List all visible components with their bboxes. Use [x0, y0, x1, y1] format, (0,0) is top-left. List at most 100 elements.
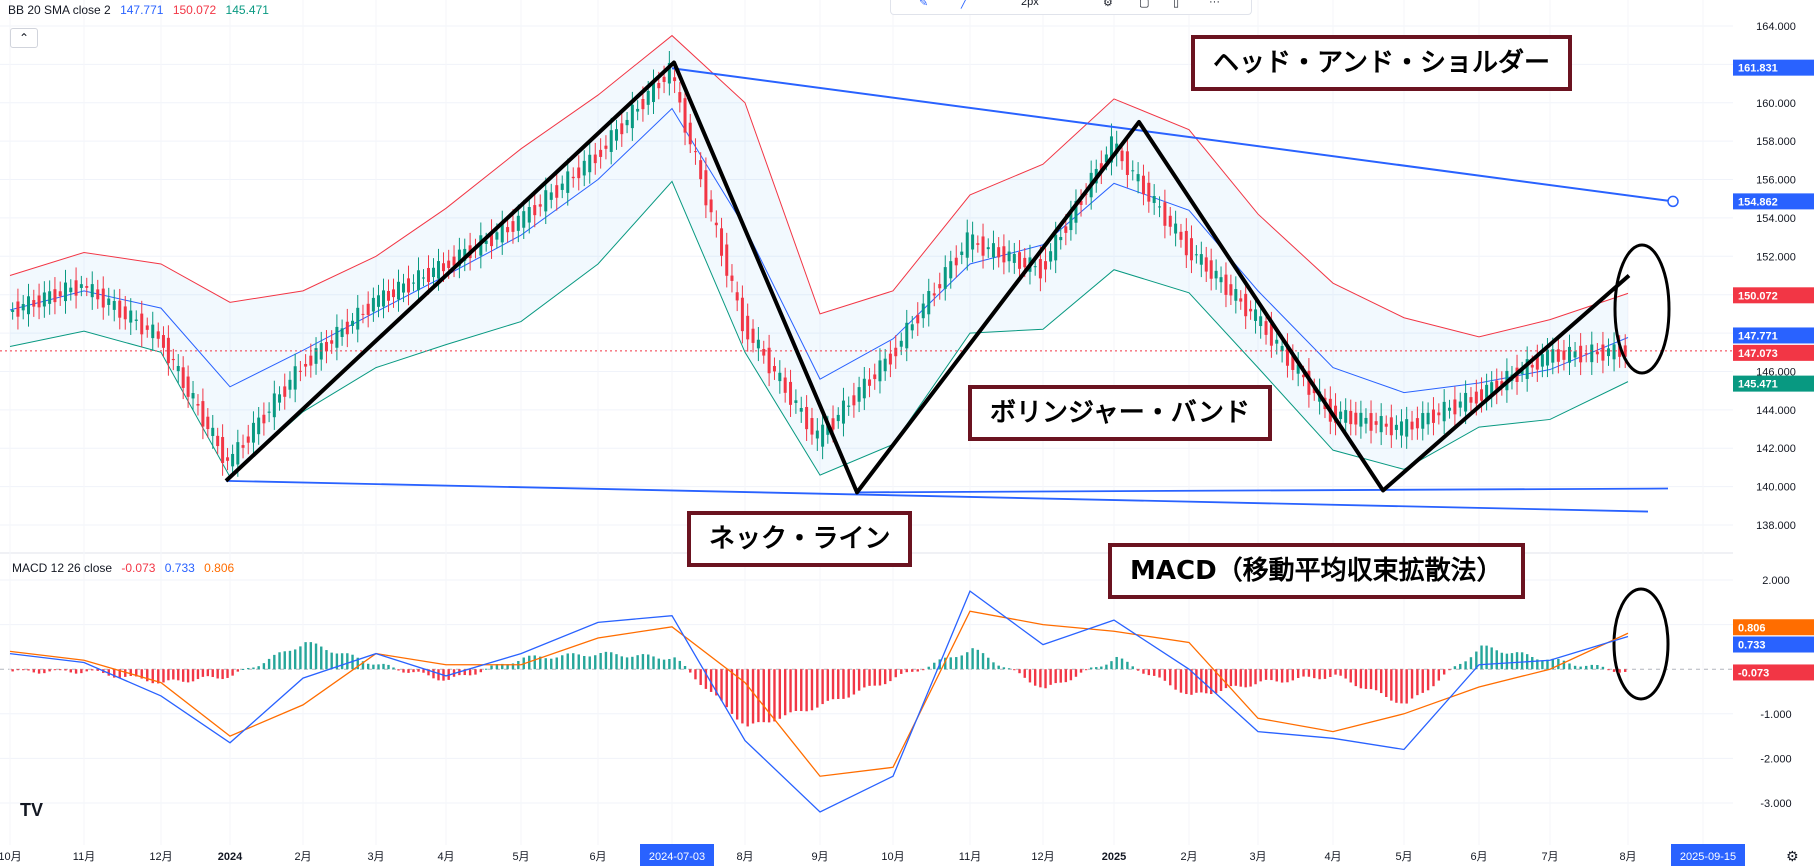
x-tick-label: 3月	[367, 851, 384, 863]
candle-body	[484, 240, 488, 244]
macd-histogram-bar	[1432, 669, 1435, 687]
macd-histogram-bar	[107, 669, 110, 676]
candle-body	[730, 275, 734, 281]
highlight-ellipse-price	[1613, 243, 1671, 375]
macd-histogram-bar	[293, 649, 297, 670]
macd-histogram-bar	[1100, 666, 1103, 670]
macd-histogram-bar	[1464, 661, 1467, 670]
candle-body	[991, 243, 995, 258]
chevron-up-icon[interactable]: ⌃	[10, 28, 38, 48]
bb-band-fill	[10, 35, 1628, 478]
candle-body	[377, 295, 380, 307]
candle-body	[783, 377, 787, 393]
macd-histogram-bar	[1219, 669, 1223, 691]
candle-body	[176, 366, 180, 372]
macd-histogram-bar	[981, 653, 985, 670]
macd-histogram-bar	[484, 668, 488, 670]
pencil-icon[interactable]: ✎	[919, 0, 929, 9]
neckline-2	[854, 487, 1669, 494]
macd-histogram-bar	[196, 669, 200, 680]
candle-body	[1359, 412, 1363, 427]
drawing-toolbar[interactable]: ✎ ╱ 2px ⚙ ▢ ▯ ···	[890, 0, 1252, 15]
lock-icon[interactable]: ▢	[1139, 0, 1150, 9]
candle-body	[1038, 259, 1042, 279]
macd-histogram-bar	[1110, 661, 1113, 670]
y-tick-label: 144.000	[1756, 405, 1796, 417]
macd-histogram-bar	[1007, 668, 1011, 670]
macd-histogram-bar	[1557, 658, 1560, 670]
macd-histogram-bar	[1416, 669, 1419, 696]
candle-body	[1595, 351, 1599, 355]
candle-body	[1556, 349, 1560, 362]
candle-body	[725, 244, 729, 276]
candle-body	[490, 232, 494, 247]
line-width-label[interactable]: 2px	[1021, 0, 1039, 8]
bb-basis-line	[9, 107, 1629, 394]
macd-histogram-bar	[1115, 656, 1118, 670]
macd-histogram-bar	[971, 648, 974, 670]
macd-histogram-bar	[252, 667, 255, 670]
more-icon[interactable]: ···	[1209, 0, 1220, 8]
macd-histogram-bar	[437, 669, 440, 681]
bb-upper-line	[9, 34, 1629, 338]
candle-body	[211, 427, 215, 437]
candle-body	[794, 400, 798, 403]
macd-histogram-bar	[783, 669, 787, 716]
candle-body	[799, 408, 803, 412]
macd-histogram-bar	[1179, 669, 1183, 693]
trash-icon[interactable]: ▯	[1173, 0, 1180, 9]
macd-histogram-bar	[944, 657, 947, 670]
candle-body	[789, 381, 793, 405]
candle-body	[673, 77, 677, 82]
candle-body	[1421, 413, 1425, 429]
macd-histogram-bar	[636, 655, 639, 670]
candle-body	[560, 183, 564, 190]
macd-histogram-bar	[1013, 669, 1016, 671]
annotation-neckline[interactable]: ネック・ライン	[687, 511, 913, 567]
annotation-head-shoulders[interactable]: ヘッド・アンド・ショルダー	[1191, 35, 1572, 91]
macd-histogram-bar	[1551, 658, 1554, 670]
macd-histogram-bar	[124, 669, 127, 677]
gear-icon[interactable]: ⚙	[1786, 848, 1799, 864]
candle-body	[1525, 359, 1529, 379]
macd-histogram-bar	[668, 658, 671, 670]
candle-body	[422, 277, 425, 279]
price-label-bg	[1733, 193, 1814, 210]
macd-histogram-bar	[167, 669, 170, 681]
macd-histogram-bar	[873, 669, 876, 686]
macd-histogram-bar	[1495, 650, 1498, 670]
y-tick-label: 142.000	[1756, 443, 1796, 455]
macd-histogram-bar	[1354, 669, 1358, 687]
candle-body	[1520, 369, 1524, 374]
macd-histogram-bar	[894, 669, 897, 678]
candle-body	[1109, 136, 1113, 163]
candle-body	[1152, 196, 1156, 203]
candle-body	[283, 386, 287, 397]
candle-body	[201, 401, 205, 427]
macd-histogram-bar	[662, 659, 666, 670]
settings-icon[interactable]: ⚙	[1103, 0, 1113, 9]
line-color-icon[interactable]: ╱	[961, 0, 968, 9]
candle-body	[1334, 405, 1338, 423]
candle-body	[1458, 401, 1462, 408]
macd-histogram-bar	[699, 669, 702, 685]
candle-body	[387, 290, 390, 301]
macd-histogram-bar	[1369, 669, 1373, 690]
annotation-bollinger[interactable]: ボリンジャー・バンド	[968, 385, 1273, 441]
macd-histogram-bar	[366, 663, 370, 670]
macd-histogram-bar	[709, 669, 713, 692]
macd-histogram-bar	[583, 656, 586, 670]
candle-body	[1131, 170, 1135, 172]
macd-histogram-bar	[1079, 669, 1083, 673]
candle-body	[42, 292, 46, 307]
macd-histogram-bar	[1510, 653, 1514, 670]
candle-body	[457, 249, 461, 267]
annotation-macd[interactable]: MACD（移動平均収束拡散法）	[1108, 543, 1525, 599]
macd-histogram-bar	[1302, 669, 1305, 677]
candle-body	[965, 232, 969, 258]
candle-body	[1480, 389, 1484, 401]
macd-histogram-bar	[387, 664, 390, 670]
macd-histogram-bar	[1033, 669, 1037, 686]
candle-body	[101, 288, 105, 308]
